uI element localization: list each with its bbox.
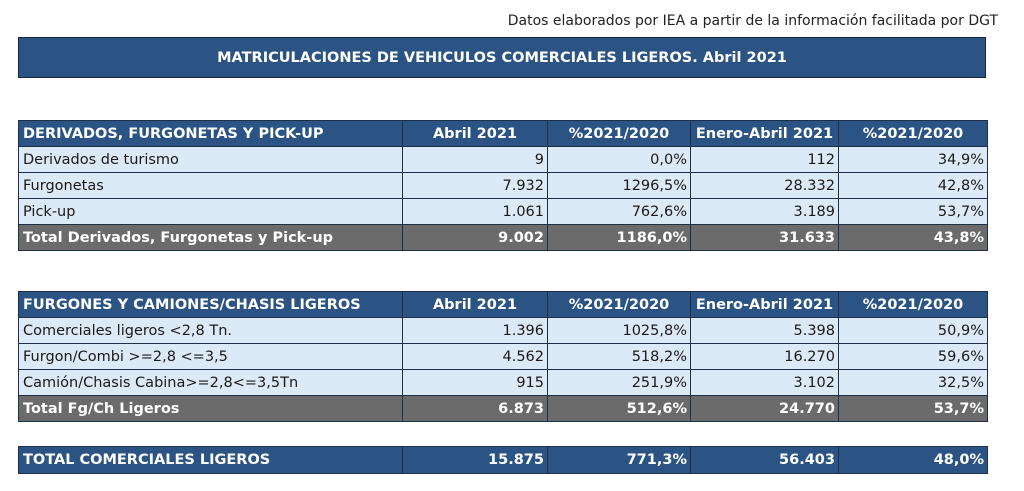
row-label: Furgon/Combi >=2,8 <=3,5 <box>18 343 403 370</box>
grand-total-table: TOTAL COMERCIALES LIGEROS 15.875 771,3% … <box>18 446 988 474</box>
cell: 3.189 <box>690 198 839 225</box>
grand-total-row: TOTAL COMERCIALES LIGEROS 15.875 771,3% … <box>18 446 988 474</box>
cell: 251,9% <box>547 369 691 396</box>
cell: 7.932 <box>402 172 548 199</box>
cell: 42,8% <box>838 172 988 199</box>
cell: 1.061 <box>402 198 548 225</box>
column-header: Abril 2021 <box>402 291 548 318</box>
grand-total-label: TOTAL COMERCIALES LIGEROS <box>18 446 403 474</box>
column-header: Enero-Abril 2021 <box>690 291 839 318</box>
total-cell: 9.002 <box>402 224 548 251</box>
cell: 59,6% <box>838 343 988 370</box>
table-header-row: DERIVADOS, FURGONETAS Y PICK-UP Abril 20… <box>18 120 988 147</box>
table-row: Camión/Chasis Cabina>=2,8<=3,5Tn 915 251… <box>18 369 988 396</box>
row-label: Derivados de turismo <box>18 146 403 173</box>
total-row: Total Derivados, Furgonetas y Pick-up 9.… <box>18 224 988 251</box>
row-label: Camión/Chasis Cabina>=2,8<=3,5Tn <box>18 369 403 396</box>
total-cell: 512,6% <box>547 395 691 422</box>
column-header: %2021/2020 <box>838 120 988 147</box>
cell: 1.396 <box>402 317 548 344</box>
grand-total-cell: 771,3% <box>547 446 691 474</box>
cell: 53,7% <box>838 198 988 225</box>
cell: 112 <box>690 146 839 173</box>
derivados-table: DERIVADOS, FURGONETAS Y PICK-UP Abril 20… <box>18 120 988 251</box>
cell: 34,9% <box>838 146 988 173</box>
cell: 518,2% <box>547 343 691 370</box>
cell: 50,9% <box>838 317 988 344</box>
cell: 4.562 <box>402 343 548 370</box>
column-header: %2021/2020 <box>547 291 691 318</box>
cell: 32,5% <box>838 369 988 396</box>
total-cell: 31.633 <box>690 224 839 251</box>
grand-total-cell: 48,0% <box>838 446 988 474</box>
column-header: Enero-Abril 2021 <box>690 120 839 147</box>
source-note: Datos elaborados por IEA a partir de la … <box>507 13 998 29</box>
row-label: Pick-up <box>18 198 403 225</box>
section-title: DERIVADOS, FURGONETAS Y PICK-UP <box>18 120 403 147</box>
cell: 3.102 <box>690 369 839 396</box>
cell: 5.398 <box>690 317 839 344</box>
cell: 0,0% <box>547 146 691 173</box>
total-cell: 1186,0% <box>547 224 691 251</box>
grand-total-cell: 15.875 <box>402 446 548 474</box>
cell: 762,6% <box>547 198 691 225</box>
row-label: Comerciales ligeros <2,8 Tn. <box>18 317 403 344</box>
table-row: Derivados de turismo 9 0,0% 112 34,9% <box>18 146 988 173</box>
table-row: Furgonetas 7.932 1296,5% 28.332 42,8% <box>18 172 988 199</box>
cell: 915 <box>402 369 548 396</box>
section-title: FURGONES Y CAMIONES/CHASIS LIGEROS <box>18 291 403 318</box>
total-cell: 24.770 <box>690 395 839 422</box>
total-label: Total Fg/Ch Ligeros <box>18 395 403 422</box>
total-cell: 43,8% <box>838 224 988 251</box>
cell: 9 <box>402 146 548 173</box>
table-header-row: FURGONES Y CAMIONES/CHASIS LIGEROS Abril… <box>18 291 988 318</box>
row-label: Furgonetas <box>18 172 403 199</box>
column-header: Abril 2021 <box>402 120 548 147</box>
total-label: Total Derivados, Furgonetas y Pick-up <box>18 224 403 251</box>
total-cell: 53,7% <box>838 395 988 422</box>
cell: 16.270 <box>690 343 839 370</box>
furgones-table: FURGONES Y CAMIONES/CHASIS LIGEROS Abril… <box>18 291 988 422</box>
table-row: Comerciales ligeros <2,8 Tn. 1.396 1025,… <box>18 317 988 344</box>
grand-total-cell: 56.403 <box>690 446 839 474</box>
cell: 1296,5% <box>547 172 691 199</box>
total-cell: 6.873 <box>402 395 548 422</box>
report-title-banner: MATRICULACIONES DE VEHICULOS COMERCIALES… <box>18 37 986 78</box>
table-row: Furgon/Combi >=2,8 <=3,5 4.562 518,2% 16… <box>18 343 988 370</box>
table-row: Pick-up 1.061 762,6% 3.189 53,7% <box>18 198 988 225</box>
column-header: %2021/2020 <box>547 120 691 147</box>
total-row: Total Fg/Ch Ligeros 6.873 512,6% 24.770 … <box>18 395 988 422</box>
cell: 28.332 <box>690 172 839 199</box>
column-header: %2021/2020 <box>838 291 988 318</box>
cell: 1025,8% <box>547 317 691 344</box>
